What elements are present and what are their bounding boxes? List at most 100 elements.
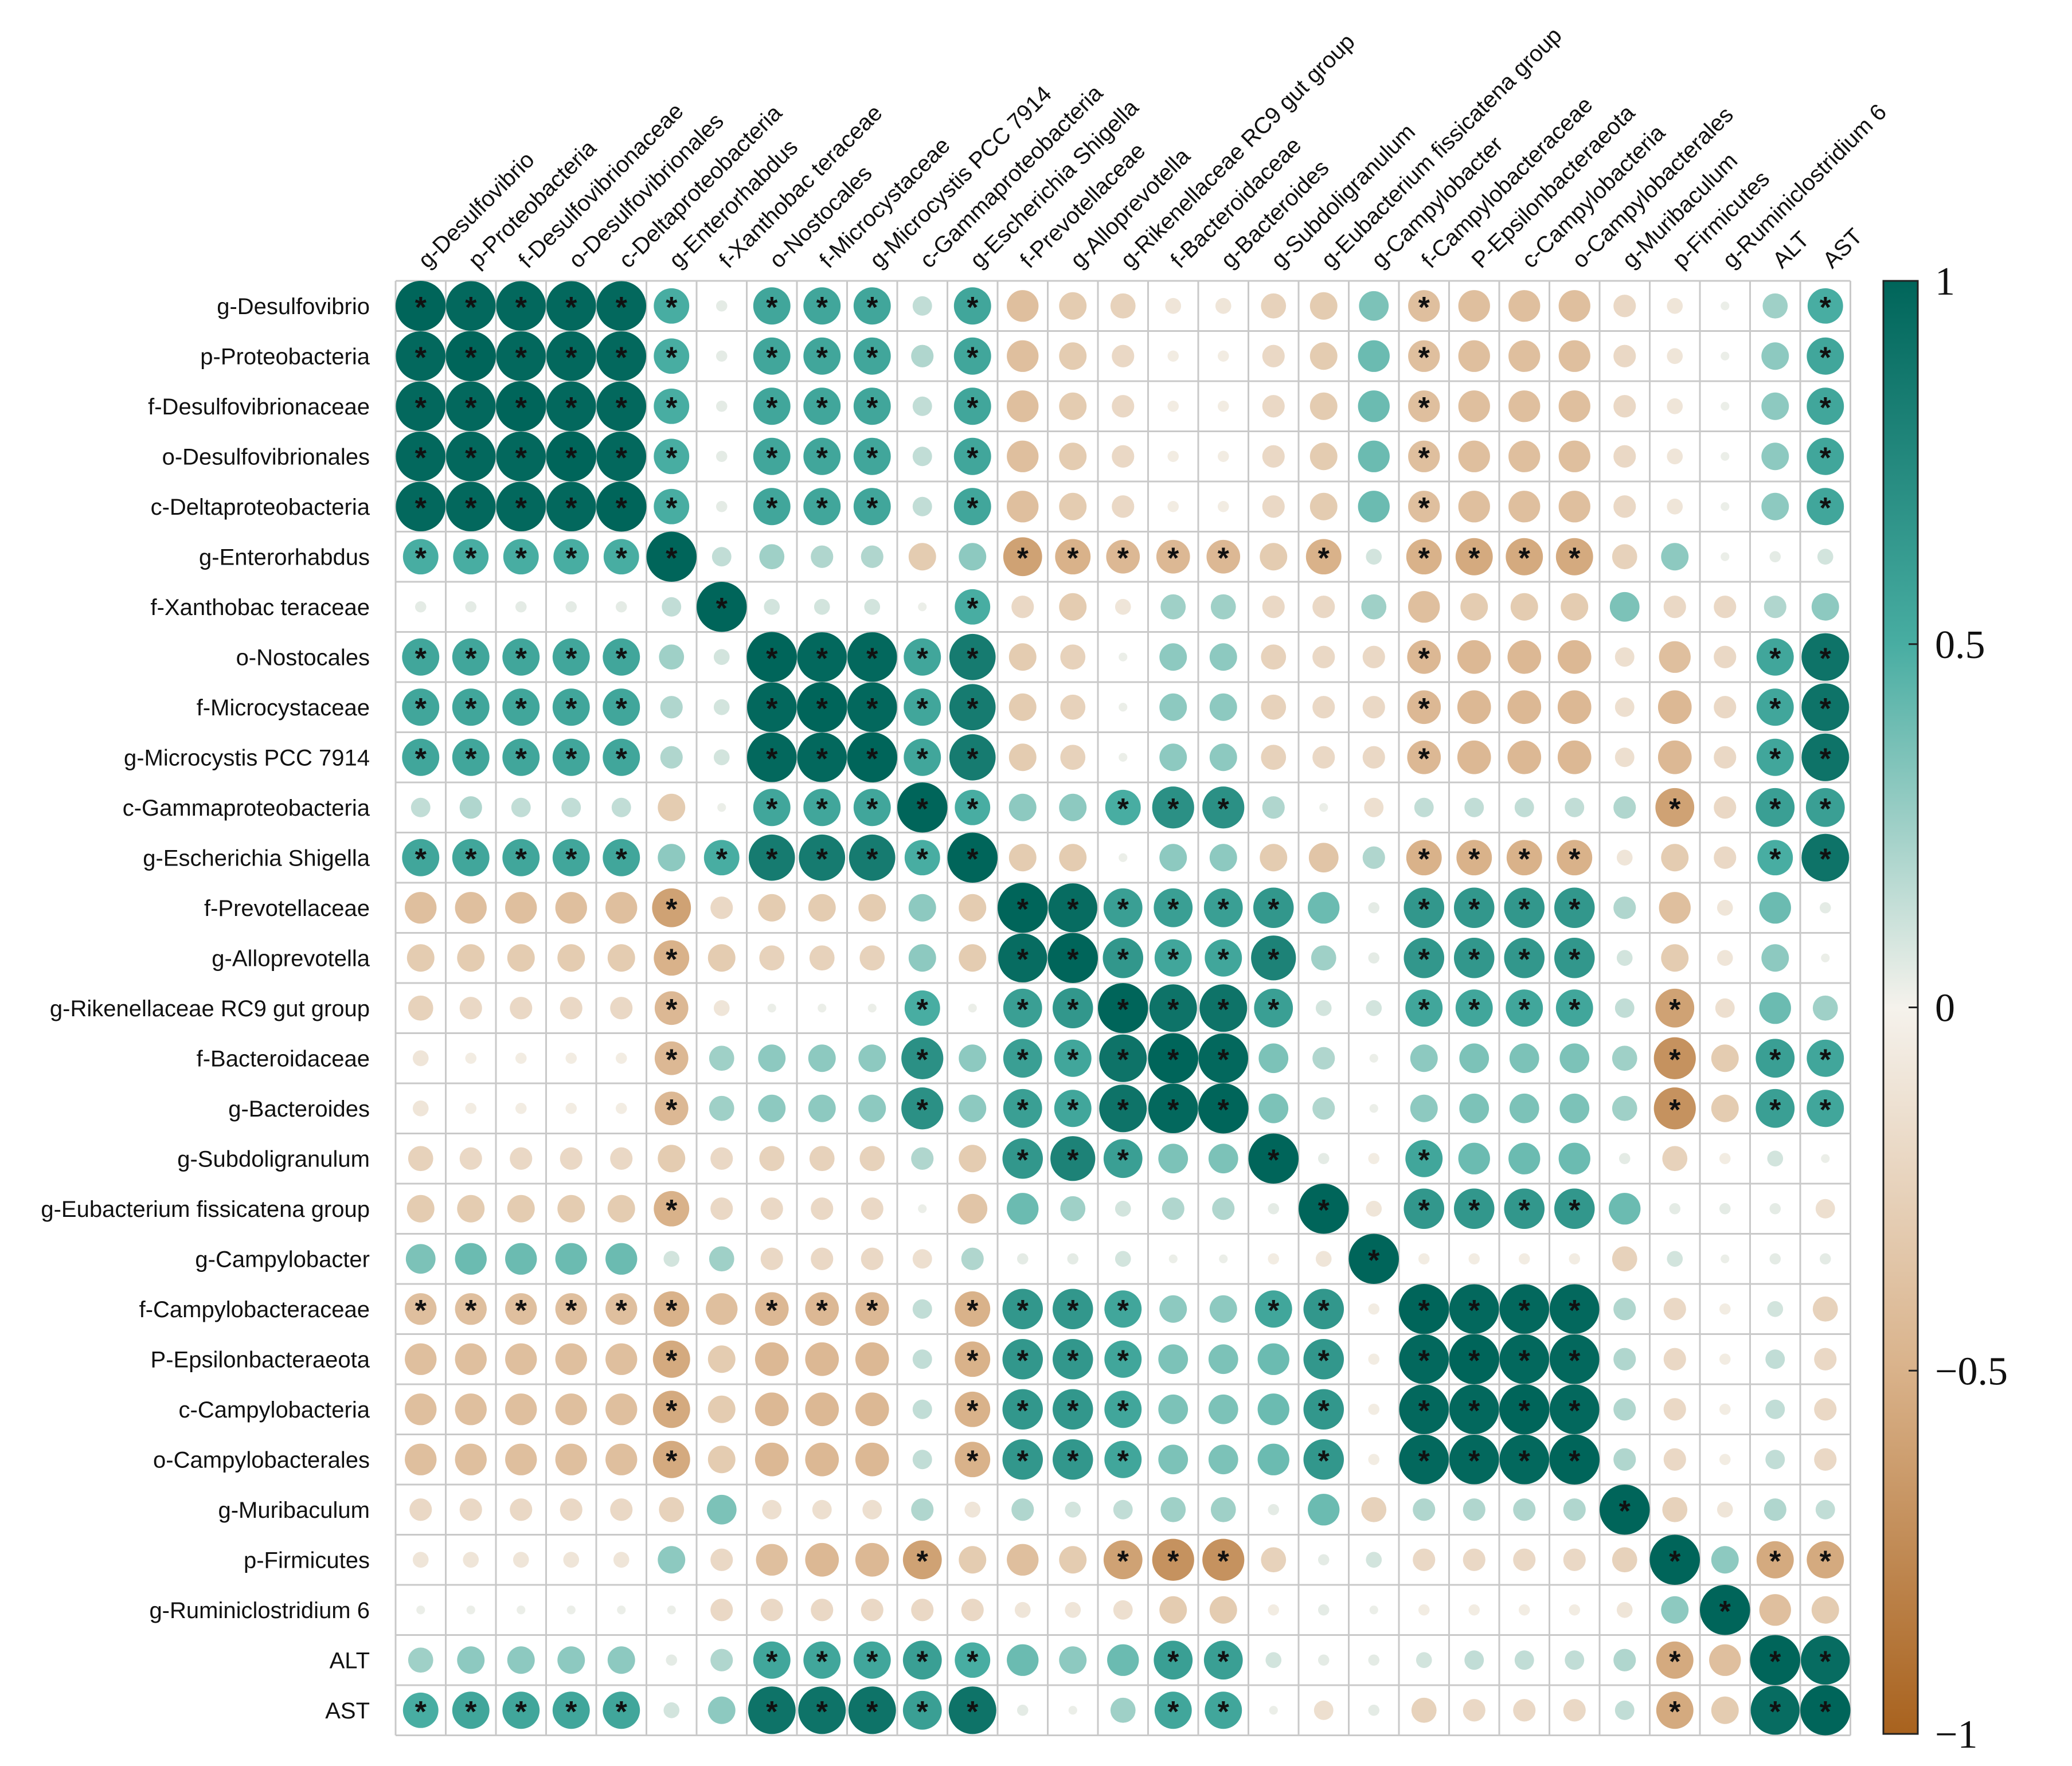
correlation-circle: [546, 331, 596, 381]
significance-star: *: [816, 441, 828, 475]
correlation-circle: [652, 1340, 690, 1378]
correlation-circle: [1159, 643, 1187, 671]
correlation-circle: [955, 589, 991, 625]
correlation-circle: [605, 1293, 638, 1325]
correlation-circle: [753, 437, 791, 475]
significance-star: *: [1017, 993, 1029, 1027]
correlation-circle: [1714, 796, 1737, 819]
significance-star: *: [465, 291, 477, 324]
significance-star: *: [766, 1294, 778, 1328]
significance-star: *: [1769, 1695, 1781, 1729]
correlation-circle: [1105, 789, 1141, 825]
correlation-circle: [762, 1499, 782, 1520]
significance-star: *: [1067, 893, 1079, 926]
significance-star: *: [465, 742, 477, 776]
correlation-circle: [1261, 293, 1287, 319]
correlation-circle: [1113, 1600, 1133, 1620]
significance-star: *: [1318, 542, 1330, 575]
correlation-circle: [955, 1391, 991, 1427]
correlation-circle: [1260, 844, 1288, 872]
significance-star: *: [415, 692, 427, 726]
correlation-circle: [396, 331, 446, 381]
correlation-circle: [1059, 844, 1087, 872]
correlation-circle: [654, 338, 690, 374]
correlation-circle: [1418, 1604, 1430, 1616]
correlation-circle: [1408, 491, 1440, 523]
significance-star: *: [565, 291, 577, 324]
significance-star: *: [967, 642, 979, 675]
correlation-circle: [507, 944, 535, 972]
correlation-circle: [1559, 1043, 1590, 1074]
correlation-circle: [1821, 953, 1830, 962]
correlation-circle: [1303, 1289, 1344, 1330]
correlation-circle: [1508, 440, 1541, 472]
significance-star: *: [866, 742, 878, 776]
correlation-circle: [713, 749, 730, 766]
significance-star: *: [1418, 1395, 1430, 1428]
colorbar-tick-label: 1: [1935, 260, 1955, 304]
correlation-circle: [1052, 1389, 1093, 1430]
correlation-circle: [706, 1494, 737, 1525]
correlation-circle: [1008, 844, 1037, 872]
correlation-circle: [652, 888, 691, 927]
correlation-circle: [1261, 644, 1287, 670]
correlation-circle: [1167, 451, 1179, 463]
correlation-circle: [452, 688, 490, 726]
correlation-circle: [555, 1393, 587, 1426]
significance-star: *: [565, 492, 577, 525]
correlation-circle: [1160, 594, 1186, 620]
correlation-circle: [1558, 290, 1590, 322]
correlation-circle: [1557, 740, 1592, 774]
row-label: g-Bacteroides: [228, 1097, 370, 1122]
correlation-circle: [605, 1343, 638, 1375]
correlation-circle: [1159, 1596, 1187, 1624]
correlation-circle: [703, 840, 740, 876]
correlation-circle: [897, 782, 948, 833]
correlation-circle: [1711, 1044, 1739, 1072]
correlation-circle: [1217, 451, 1229, 463]
significance-star: *: [866, 1695, 878, 1729]
correlation-circle: [1756, 1039, 1795, 1078]
correlation-circle: [1463, 1498, 1485, 1521]
correlation-circle: [710, 896, 733, 919]
correlation-circle: [911, 1599, 934, 1622]
significance-star: *: [1268, 993, 1280, 1027]
correlation-circle: [912, 496, 932, 516]
correlation-circle: [1361, 594, 1387, 620]
correlation-circle: [553, 539, 589, 575]
correlation-circle: [1103, 1139, 1143, 1178]
significance-star: *: [515, 542, 527, 575]
significance-star: *: [1468, 1395, 1480, 1428]
correlation-circle: [918, 602, 927, 612]
significance-star: *: [1368, 1244, 1380, 1277]
correlation-circle: [716, 300, 728, 312]
significance-star: *: [515, 843, 527, 876]
significance-star: *: [1769, 692, 1781, 726]
correlation-circle: [1506, 538, 1543, 575]
correlation-circle: [1757, 840, 1793, 876]
correlation-circle: [1318, 1554, 1330, 1566]
significance-star: *: [1820, 441, 1832, 475]
column-label: AST: [1818, 224, 1867, 273]
correlation-circle: [1663, 1298, 1686, 1321]
correlation-circle: [1518, 1253, 1530, 1265]
significance-star: *: [1769, 1545, 1781, 1578]
significance-star: *: [1418, 692, 1430, 726]
significance-star: *: [816, 692, 828, 726]
row-label: c-Gammaproteobacteria: [123, 796, 370, 821]
correlation-circle: [515, 1052, 527, 1064]
significance-star: *: [816, 642, 828, 675]
significance-star: *: [1569, 1444, 1581, 1478]
significance-star: *: [465, 341, 477, 374]
significance-star: *: [917, 793, 929, 826]
row-label: f-Xanthobac teraceae: [151, 595, 370, 620]
correlation-circle: [658, 1145, 686, 1173]
correlation-circle: [855, 1292, 889, 1326]
correlation-circle: [1719, 1454, 1731, 1466]
correlation-circle: [1667, 498, 1683, 515]
correlation-circle: [1309, 492, 1338, 520]
correlation-circle: [546, 281, 596, 331]
correlation-circle: [1613, 295, 1636, 318]
correlation-circle: [596, 331, 647, 381]
correlation-circle: [1067, 1253, 1079, 1265]
